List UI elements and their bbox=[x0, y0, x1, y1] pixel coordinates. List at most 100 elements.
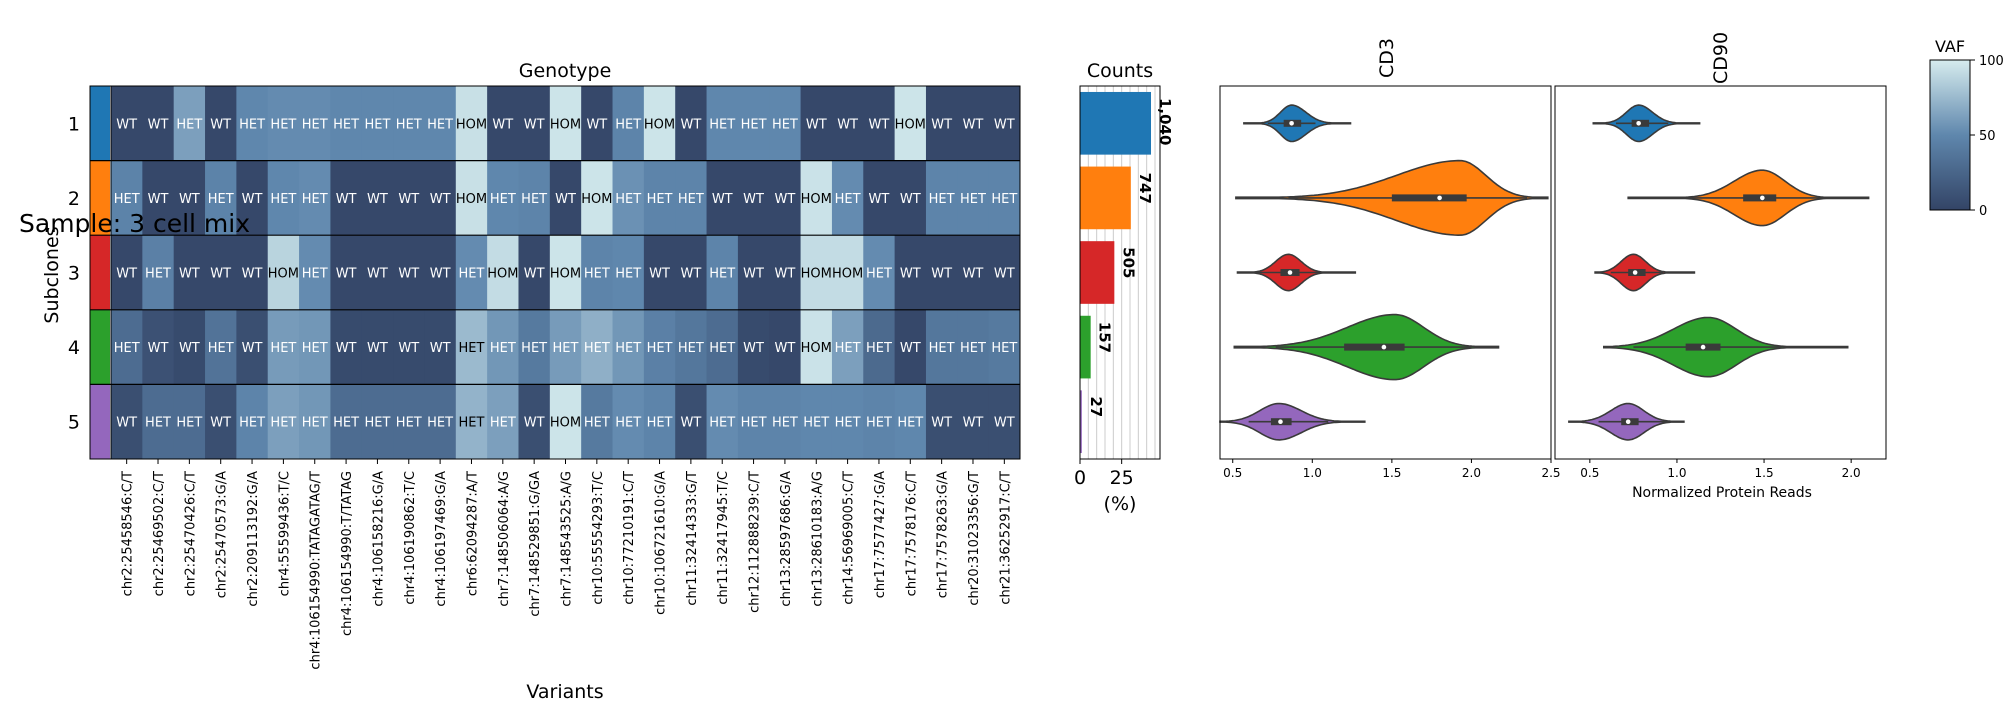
cell-genotype-label: HET bbox=[991, 192, 1017, 207]
subclone-color-strip bbox=[90, 86, 110, 161]
cell-genotype-label: HET bbox=[302, 267, 328, 282]
heatmap-cell bbox=[737, 86, 770, 162]
colorbar-gradient bbox=[1929, 59, 1971, 211]
colorbar-tick-label: 0 bbox=[1979, 204, 1987, 219]
heatmap-cell bbox=[142, 235, 175, 311]
cell-genotype-label: HET bbox=[145, 416, 171, 431]
violin-median-dot bbox=[1632, 270, 1638, 275]
violin-median-dot bbox=[1278, 419, 1283, 425]
violin-iqr-box bbox=[1743, 194, 1777, 202]
cell-genotype-label: HET bbox=[866, 267, 892, 282]
heatmap-cell bbox=[769, 160, 802, 236]
variant-tick-label: chr11:32417945:T/C bbox=[716, 471, 731, 605]
cell-genotype-label: HET bbox=[615, 117, 641, 132]
heatmap-cell bbox=[612, 309, 645, 385]
heatmap-cell bbox=[925, 235, 958, 311]
heatmap-cell bbox=[236, 309, 269, 385]
cell-genotype-label: WT bbox=[116, 267, 137, 282]
cell-genotype-label: HET bbox=[364, 117, 390, 132]
count-bar bbox=[1080, 166, 1131, 230]
cell-genotype-label: WT bbox=[367, 267, 388, 282]
cell-genotype-label: WT bbox=[963, 416, 984, 431]
heatmap-cell bbox=[267, 86, 300, 162]
subclone-tick-label: 1 bbox=[68, 113, 80, 135]
counts-title: Counts bbox=[1087, 60, 1153, 82]
heatmap-cell bbox=[111, 384, 143, 460]
cell-genotype-label: WT bbox=[963, 267, 984, 282]
cell-genotype-label: WT bbox=[492, 117, 513, 132]
heatmap-cell bbox=[205, 384, 237, 460]
cell-genotype-label: HET bbox=[333, 416, 359, 431]
heatmap-cell bbox=[142, 160, 175, 236]
heatmap-cell bbox=[737, 384, 770, 460]
count-bar bbox=[1080, 91, 1151, 155]
subclone-color-strip bbox=[90, 160, 110, 236]
cell-genotype-label: HET bbox=[960, 192, 986, 207]
heatmap-cell bbox=[894, 235, 927, 311]
variant-tick-label: chr10:55554293:T/C bbox=[591, 471, 606, 605]
heatmap-cell bbox=[957, 86, 990, 162]
cell-genotype-label: HET bbox=[458, 267, 484, 282]
cell-genotype-label: HET bbox=[897, 416, 923, 431]
heatmap-cell bbox=[706, 384, 739, 460]
heatmap-cell bbox=[393, 86, 425, 162]
cell-genotype-label: WT bbox=[994, 416, 1015, 431]
heatmap-cell bbox=[487, 235, 519, 311]
heatmap-cell bbox=[173, 384, 206, 460]
violin-xtick-label: 2.0 bbox=[1842, 466, 1861, 480]
heatmap-cell bbox=[455, 86, 488, 162]
variant-tick-label: chr4:106154990:T/TATAG bbox=[340, 471, 355, 636]
cell-genotype-label: WT bbox=[148, 341, 169, 356]
cell-genotype-label: HOM bbox=[801, 341, 832, 356]
cell-genotype-label: HET bbox=[458, 416, 484, 431]
heatmap-cell bbox=[361, 309, 394, 385]
count-bar bbox=[1080, 390, 1082, 454]
cell-genotype-label: HOM bbox=[801, 192, 832, 207]
heatmap-cell bbox=[236, 235, 269, 311]
cell-genotype-label: WT bbox=[900, 341, 921, 356]
heatmap-cell bbox=[894, 384, 927, 460]
cell-genotype-label: WT bbox=[586, 117, 607, 132]
variant-tick-label: chr7:148506064:A/G bbox=[497, 471, 512, 607]
cell-genotype-label: HET bbox=[270, 341, 296, 356]
cell-genotype-label: HET bbox=[615, 341, 641, 356]
cell-genotype-label: HET bbox=[960, 341, 986, 356]
cell-genotype-label: WT bbox=[931, 416, 952, 431]
cell-genotype-label: HET bbox=[991, 341, 1017, 356]
heatmap-cell bbox=[111, 235, 143, 311]
heatmap-cell bbox=[831, 86, 864, 162]
cell-genotype-label: HET bbox=[615, 267, 641, 282]
heatmap-cell bbox=[737, 309, 770, 385]
cell-genotype-label: HET bbox=[208, 192, 234, 207]
heatmap-cell bbox=[361, 384, 394, 460]
cell-genotype-label: HET bbox=[302, 117, 328, 132]
cell-genotype-label: HET bbox=[709, 117, 735, 132]
cell-genotype-label: WT bbox=[242, 267, 263, 282]
cell-genotype-label: HET bbox=[396, 416, 422, 431]
colorbar-tick-label: 50 bbox=[1979, 129, 1996, 144]
heatmap-cell bbox=[769, 384, 802, 460]
heatmap-cell bbox=[205, 86, 237, 162]
heatmap-cell bbox=[299, 160, 331, 236]
cell-genotype-label: HOM bbox=[487, 267, 518, 282]
variant-tick-label: chr12:112888239:C/T bbox=[748, 471, 763, 613]
variant-tick-label: chr2:25458546:C/T bbox=[121, 471, 136, 596]
heatmap-cell bbox=[142, 86, 175, 162]
heatmap-xlabel: Variants bbox=[526, 681, 603, 703]
heatmap-cell bbox=[925, 160, 958, 236]
cell-genotype-label: WT bbox=[743, 192, 764, 207]
violin-median-dot bbox=[1636, 121, 1641, 126]
heatmap-cell bbox=[330, 160, 363, 236]
count-bar bbox=[1080, 315, 1091, 379]
cell-genotype-label: HET bbox=[584, 341, 610, 356]
heatmap-cell bbox=[361, 86, 394, 162]
cell-genotype-label: HET bbox=[302, 192, 328, 207]
violin-median-dot bbox=[1289, 121, 1294, 126]
cell-genotype-label: HET bbox=[866, 416, 892, 431]
count-data-label: 157 bbox=[1096, 322, 1114, 353]
heatmap-cell bbox=[487, 384, 519, 460]
count-data-label: 1,040 bbox=[1156, 98, 1174, 145]
cell-genotype-label: WT bbox=[367, 192, 388, 207]
cell-genotype-label: WT bbox=[869, 192, 890, 207]
